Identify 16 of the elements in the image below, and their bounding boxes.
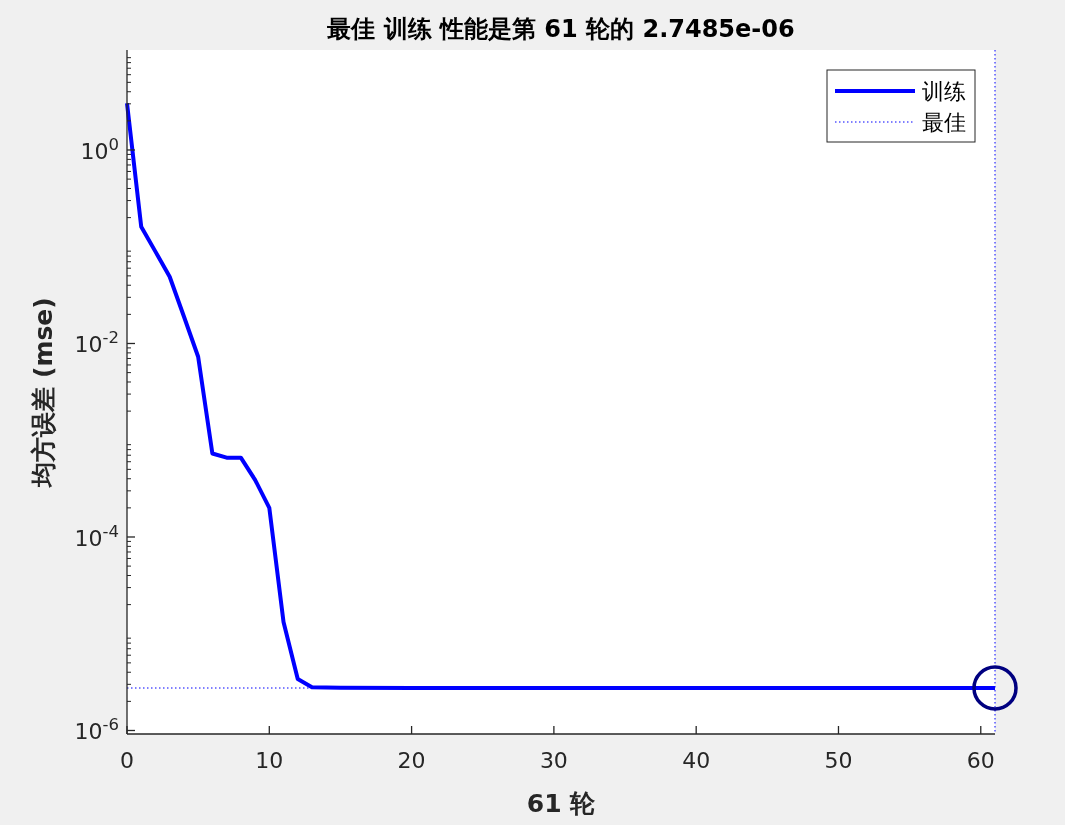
y-tick-label: 10$^{0}$ <box>80 134 119 164</box>
legend-label: 最佳 <box>922 110 966 135</box>
x-tick-label: 30 <box>539 748 568 773</box>
y-axis-title: 均方误差 (mse) <box>29 297 58 489</box>
y-tick-label: 10$^{-6}$ <box>74 715 119 745</box>
x-tick-label: 20 <box>397 748 426 773</box>
y-tick-label: 10$^{-4}$ <box>74 521 119 551</box>
x-tick-label: 10 <box>255 748 284 773</box>
x-tick-label: 40 <box>682 748 711 773</box>
x-tick-label: 60 <box>966 748 995 773</box>
x-axis-title: 61 轮 <box>526 789 597 818</box>
x-tick-label: 50 <box>824 748 853 773</box>
y-tick-label: 10$^{-2}$ <box>74 327 119 358</box>
legend-label: 训练 <box>922 79 966 104</box>
x-tick-label: 0 <box>120 748 134 773</box>
chart-title: 最佳 训练 性能是第 61 轮的 2.7485e-06 <box>326 15 795 43</box>
